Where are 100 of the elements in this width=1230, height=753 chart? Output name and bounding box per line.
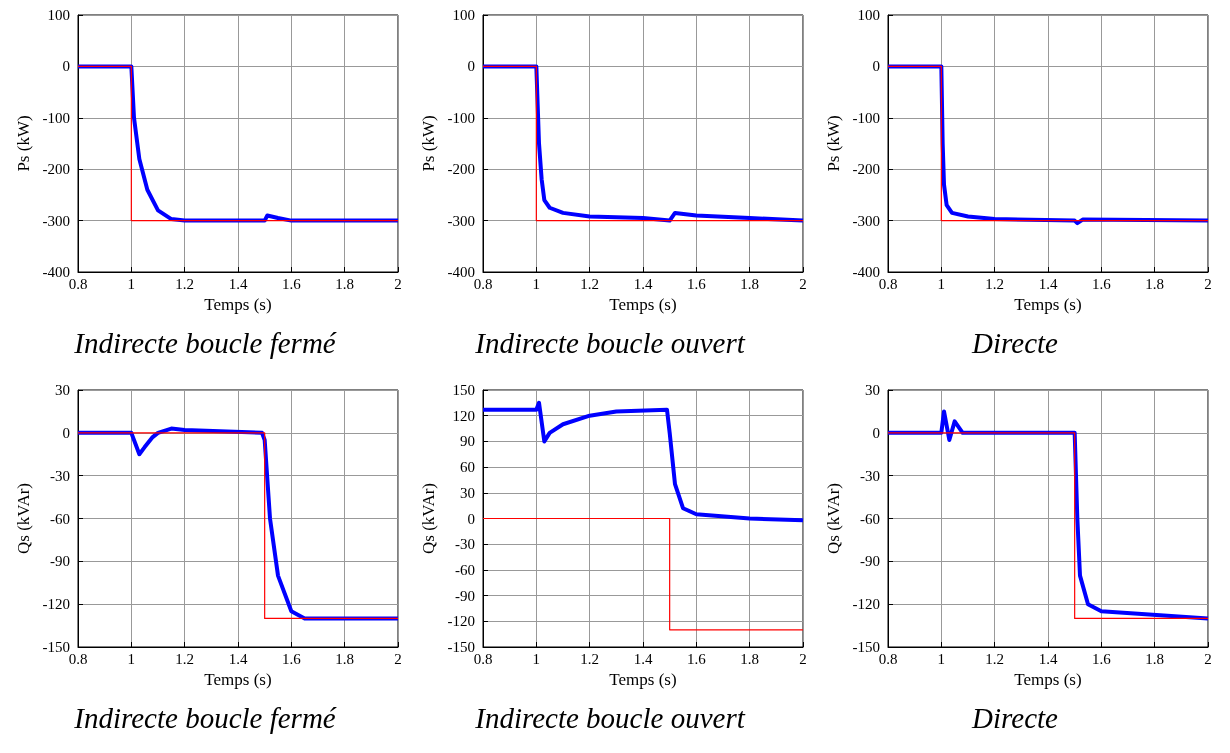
y-tick-label: -400 <box>42 264 70 280</box>
x-tick-label: 1.8 <box>335 275 355 292</box>
y-tick-label: 100 <box>857 7 880 23</box>
x-tick-label: 1.2 <box>985 650 1005 667</box>
y-tick-label: 90 <box>460 433 475 450</box>
x-tick-label: 0.8 <box>68 650 88 667</box>
y-tick-label: -200 <box>42 161 70 178</box>
x-axis-title: Temps (s) <box>609 669 677 689</box>
y-tick-label: 0 <box>62 424 70 441</box>
y-tick-label: -120 <box>447 613 475 630</box>
x-tick-label: 1 <box>127 650 136 667</box>
x-tick-label: 0.8 <box>473 650 493 667</box>
x-tick-label: 1.2 <box>580 650 600 667</box>
x-tick-label: 1.4 <box>228 275 248 292</box>
x-axis-title: Temps (s) <box>204 294 272 314</box>
y-tick-label: -100 <box>852 109 880 126</box>
x-tick-label: 1.8 <box>740 650 760 667</box>
y-tick-label: -100 <box>447 109 475 126</box>
x-tick-label: 1 <box>937 275 946 292</box>
x-tick-label: 1.4 <box>1038 650 1058 667</box>
x-tick-label: 1.8 <box>740 275 760 292</box>
x-tick-label: 1.4 <box>633 650 653 667</box>
y-tick-label: 100 <box>452 7 475 23</box>
text: Indirecte boucle ouvert <box>474 701 746 734</box>
y-tick-label: 0 <box>467 510 475 527</box>
y-tick-label: -200 <box>852 161 880 178</box>
x-tick-label: 1.6 <box>1091 275 1112 292</box>
x-tick-label: 0.8 <box>878 275 898 292</box>
y-tick-label: -90 <box>455 587 475 604</box>
x-tick-label: 2 <box>799 650 807 667</box>
y-tick-label: -400 <box>447 264 475 280</box>
y-tick-label: 0 <box>467 58 475 75</box>
y-tick-label: 120 <box>452 407 475 424</box>
x-tick-label: 1.4 <box>1038 275 1058 292</box>
text: Directe <box>971 326 1059 359</box>
y-tick-label: 0 <box>872 58 880 75</box>
y-tick-label: -100 <box>42 109 70 126</box>
x-tick-label: 1 <box>532 275 541 292</box>
x-tick-label: 0.8 <box>473 275 493 292</box>
x-tick-label: 0.8 <box>878 650 898 667</box>
y-tick-label: 0 <box>62 58 70 75</box>
x-tick-label: 1.8 <box>1145 650 1165 667</box>
y-axis-title: Qs (kVAr) <box>823 483 843 554</box>
y-tick-label: 100 <box>47 7 70 23</box>
y-tick-label: 30 <box>865 382 880 398</box>
x-axis-title: Temps (s) <box>1014 669 1082 689</box>
y-tick-label: -30 <box>455 536 475 553</box>
y-tick-label: 0 <box>872 424 880 441</box>
text: Indirecte boucle ouvert <box>474 326 746 359</box>
y-tick-label: -60 <box>860 510 880 527</box>
x-axis-title: Temps (s) <box>609 294 677 314</box>
y-tick-label: 30 <box>55 382 70 398</box>
y-tick-label: -60 <box>455 561 475 578</box>
y-tick-label: 60 <box>460 459 475 476</box>
x-axis-title: Temps (s) <box>1014 294 1082 314</box>
y-tick-label: -300 <box>852 212 880 229</box>
y-tick-label: -300 <box>447 212 475 229</box>
x-axis-title: Temps (s) <box>204 669 272 689</box>
y-axis-title: Ps (kW) <box>13 115 33 172</box>
y-tick-label: -400 <box>852 264 880 280</box>
y-tick-label: -90 <box>860 553 880 570</box>
x-tick-label: 1.6 <box>686 650 707 667</box>
y-axis-title: Qs (kVAr) <box>418 483 438 554</box>
y-tick-label: 150 <box>452 382 475 398</box>
x-tick-label: 1 <box>127 275 136 292</box>
x-tick-label: 2 <box>799 275 807 292</box>
x-tick-label: 2 <box>394 275 402 292</box>
x-tick-label: 1.4 <box>228 650 248 667</box>
y-tick-label: -30 <box>50 467 70 484</box>
y-tick-label: -120 <box>42 596 70 613</box>
x-tick-label: 1.2 <box>985 275 1005 292</box>
x-tick-label: 0.8 <box>68 275 88 292</box>
x-tick-label: 1 <box>937 650 946 667</box>
x-tick-label: 1.6 <box>281 275 302 292</box>
y-tick-label: -300 <box>42 212 70 229</box>
y-tick-label: 30 <box>460 484 475 501</box>
x-tick-label: 1.2 <box>175 275 195 292</box>
x-tick-label: 1.2 <box>175 650 195 667</box>
x-tick-label: 2 <box>394 650 402 667</box>
x-tick-label: 2 <box>1204 275 1212 292</box>
x-tick-label: 2 <box>1204 650 1212 667</box>
y-axis-title: Qs (kVAr) <box>13 483 33 554</box>
y-tick-label: -60 <box>50 510 70 527</box>
y-tick-label: -120 <box>852 596 880 613</box>
y-tick-label: -90 <box>50 553 70 570</box>
y-axis-title: Ps (kW) <box>418 115 438 172</box>
x-tick-label: 1.6 <box>281 650 302 667</box>
y-tick-label: -150 <box>852 639 880 655</box>
x-tick-label: 1.6 <box>1091 650 1112 667</box>
y-tick-label: -150 <box>447 639 475 655</box>
x-tick-label: 1 <box>532 650 541 667</box>
x-tick-label: 1.2 <box>580 275 600 292</box>
y-tick-label: -150 <box>42 639 70 655</box>
x-tick-label: 1.6 <box>686 275 707 292</box>
x-tick-label: 1.8 <box>1145 275 1165 292</box>
y-tick-label: -200 <box>447 161 475 178</box>
text: Indirecte boucle fermé <box>73 326 337 359</box>
y-tick-label: -30 <box>860 467 880 484</box>
x-tick-label: 1.8 <box>335 650 355 667</box>
text: Directe <box>971 701 1059 734</box>
